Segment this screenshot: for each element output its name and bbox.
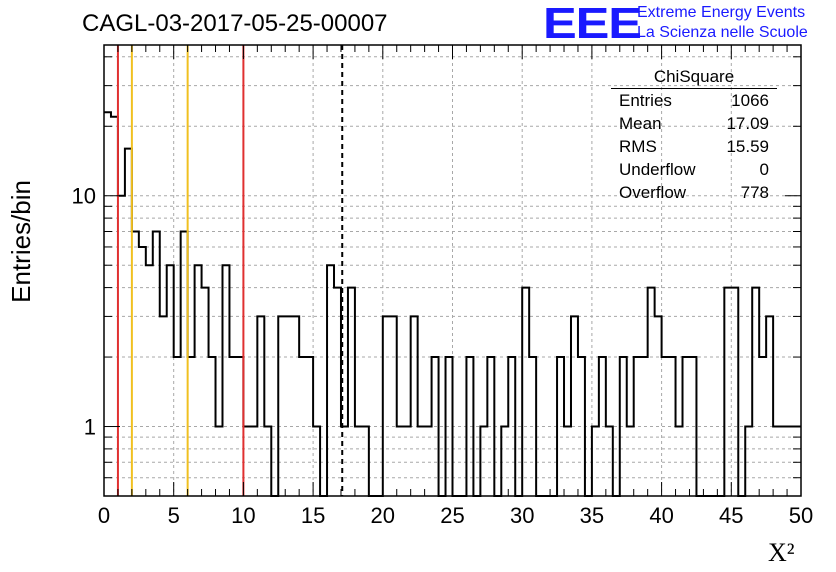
logo-line-2: La Scienza nelle Scuole bbox=[637, 24, 808, 41]
stats-row-rms: RMS 15.59 bbox=[611, 135, 777, 158]
stats-box: ChiSquare Entries 1066 Mean 17.09 RMS 15… bbox=[611, 66, 777, 204]
x-tick-label: 25 bbox=[440, 503, 464, 528]
y-tick-label: 10 bbox=[72, 184, 96, 209]
tick-labels: 0 5 10 15 20 25 30 35 40 45 50 1 10 bbox=[72, 184, 814, 528]
x-tick-label: 40 bbox=[649, 503, 673, 528]
x-tick-label: 0 bbox=[98, 503, 110, 528]
axis-ticks bbox=[103, 45, 802, 496]
reference-lines bbox=[116, 45, 344, 496]
stats-label: Overflow bbox=[619, 183, 687, 202]
x-tick-label: 15 bbox=[301, 503, 325, 528]
y-axis-label: Entries/bin bbox=[6, 180, 36, 303]
stats-row-underflow: Underflow 0 bbox=[611, 158, 777, 181]
stats-label: Mean bbox=[619, 114, 662, 133]
x-tick-label: 20 bbox=[371, 503, 395, 528]
y-tick-label: 1 bbox=[84, 415, 96, 440]
stats-row-mean: Mean 17.09 bbox=[611, 112, 777, 135]
x-tick-label: 50 bbox=[789, 503, 813, 528]
histogram-line bbox=[104, 111, 801, 497]
stats-label: Entries bbox=[619, 91, 672, 110]
x-tick-label: 5 bbox=[168, 503, 180, 528]
chart-title: CAGL-03-2017-05-25-00007 bbox=[82, 10, 388, 37]
eee-logo: EEE bbox=[543, 0, 642, 48]
x-axis-label: X² bbox=[768, 538, 795, 567]
stats-row-entries: Entries 1066 bbox=[611, 89, 777, 112]
stats-value: 15.59 bbox=[726, 137, 769, 156]
stats-row-overflow: Overflow 778 bbox=[611, 181, 777, 204]
stats-label: Underflow bbox=[619, 160, 696, 179]
x-tick-label: 10 bbox=[231, 503, 255, 528]
histogram-outline bbox=[104, 111, 801, 497]
x-tick-label: 45 bbox=[719, 503, 743, 528]
logo-line-1: Extreme Energy Events bbox=[637, 4, 806, 21]
stats-header: ChiSquare bbox=[611, 66, 777, 89]
x-tick-label: 30 bbox=[510, 503, 534, 528]
stats-value: 778 bbox=[740, 183, 769, 202]
stats-label: RMS bbox=[619, 137, 657, 156]
stats-value: 17.09 bbox=[726, 114, 769, 133]
x-tick-label: 35 bbox=[580, 503, 604, 528]
stats-value: 1066 bbox=[731, 91, 769, 110]
stats-value: 0 bbox=[759, 160, 769, 179]
